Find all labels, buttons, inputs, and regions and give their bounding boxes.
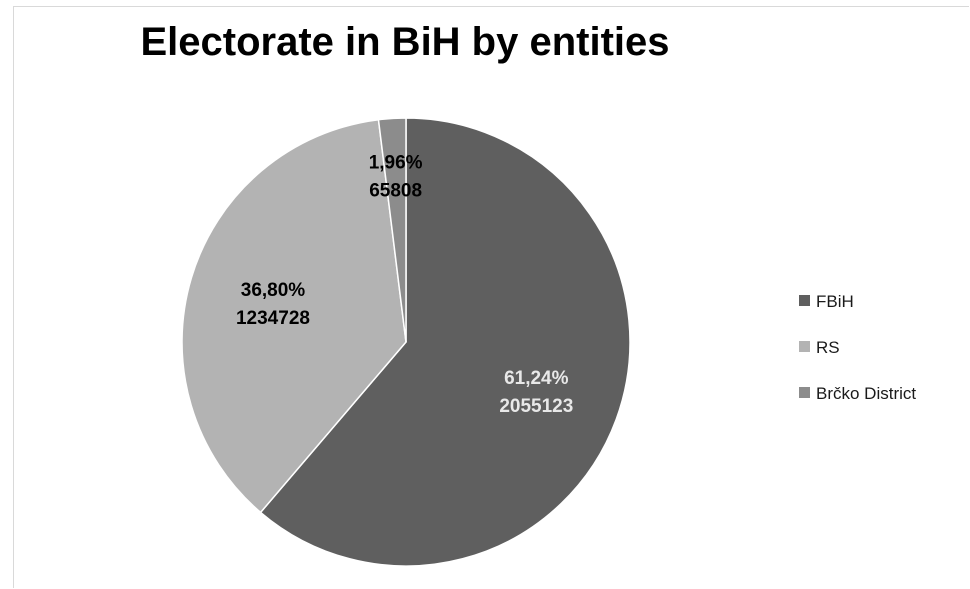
legend-label: Brčko District bbox=[816, 384, 916, 403]
legend-swatch bbox=[799, 387, 810, 398]
chart-frame bbox=[13, 6, 969, 588]
pie-slice-fbih bbox=[259, 117, 631, 567]
legend-swatch bbox=[799, 341, 810, 352]
legend: FBiH RS Brčko District bbox=[799, 292, 916, 403]
data-label-value: 2055123 bbox=[499, 396, 573, 417]
pie-data-labels: 61,24% 2055123 36,80% 1234728 1,96% 65808 bbox=[236, 152, 573, 417]
data-label-value: 1234728 bbox=[236, 308, 310, 329]
pie-slices bbox=[181, 117, 631, 567]
legend-label: RS bbox=[816, 338, 840, 357]
pie-slice-rs bbox=[181, 118, 407, 514]
legend-swatch bbox=[799, 295, 810, 306]
data-label-percent: 1,96% bbox=[369, 152, 423, 173]
data-label-value: 65808 bbox=[369, 180, 422, 201]
data-label-percent: 36,80% bbox=[241, 280, 306, 301]
chart-title: Electorate in BiH by entities bbox=[140, 20, 670, 64]
data-label-percent: 61,24% bbox=[504, 368, 569, 389]
pie-slice-br-ko-district bbox=[377, 117, 407, 343]
legend-label: FBiH bbox=[816, 292, 854, 311]
